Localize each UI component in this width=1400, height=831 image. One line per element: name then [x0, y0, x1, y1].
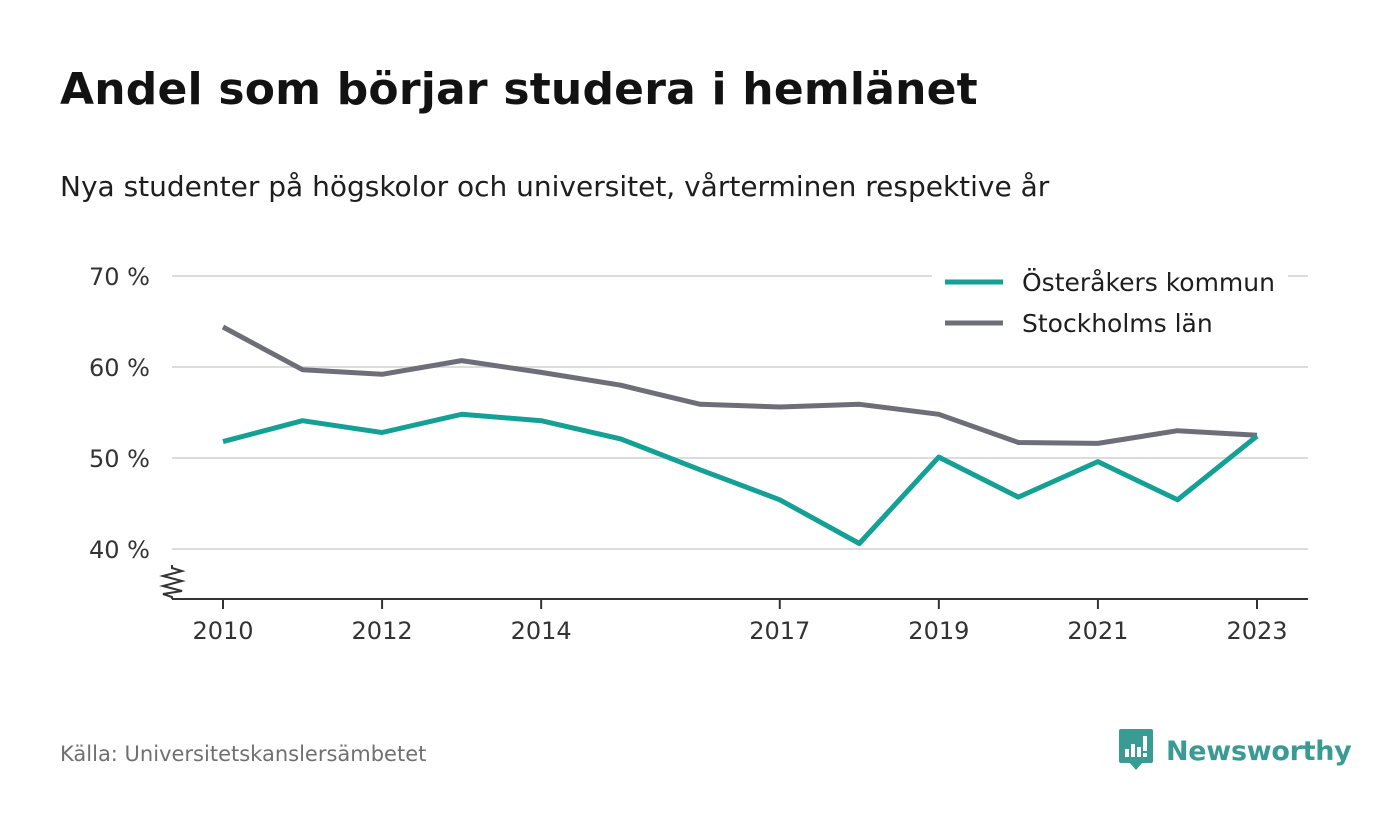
line-chart: 40 % 50 % 60 % 70 % 2010 2012 2014 2017 2019 202…	[89, 258, 1308, 645]
x-tick-label: 2014	[511, 617, 572, 645]
newsworthy-logo-icon	[1118, 727, 1154, 775]
x-tick-label: 2021	[1067, 617, 1128, 645]
y-tick-label: 60 %	[89, 354, 150, 382]
x-axis-ticks: 2010 2012 2014 2017 2019 2021 2023	[192, 599, 1288, 645]
source-note: Källa: Universitetskanslersämbetet	[60, 742, 427, 766]
series-line	[221, 324, 1258, 446]
legend-background	[932, 258, 1288, 348]
x-axis	[159, 565, 1308, 600]
legend: Österåkers kommun Stockholms län	[932, 258, 1288, 348]
chart-subtitle: Nya studenter på högskolor och universit…	[60, 170, 1050, 203]
y-tick-label: 40 %	[89, 536, 150, 564]
x-tick-label: 2023	[1226, 617, 1287, 645]
x-tick-label: 2012	[352, 617, 413, 645]
brand-logo[interactable]: Newsworthy	[1118, 727, 1352, 775]
brand-name: Newsworthy	[1166, 735, 1352, 767]
axis-break-icon	[159, 565, 186, 599]
chart-title: Andel som börjar studera i hemlänet	[60, 64, 978, 115]
legend-label: Stockholms län	[1022, 309, 1213, 338]
x-tick-label: 2010	[192, 617, 253, 645]
x-tick-label: 2019	[908, 617, 969, 645]
y-tick-label: 50 %	[89, 445, 150, 473]
x-tick-label: 2017	[749, 617, 810, 645]
series-lines	[221, 324, 1259, 546]
y-tick-label: 70 %	[89, 263, 150, 291]
y-axis-ticks: 40 % 50 % 60 % 70 %	[89, 263, 150, 564]
series-line	[222, 411, 1259, 546]
legend-label: Österåkers kommun	[1022, 268, 1275, 297]
